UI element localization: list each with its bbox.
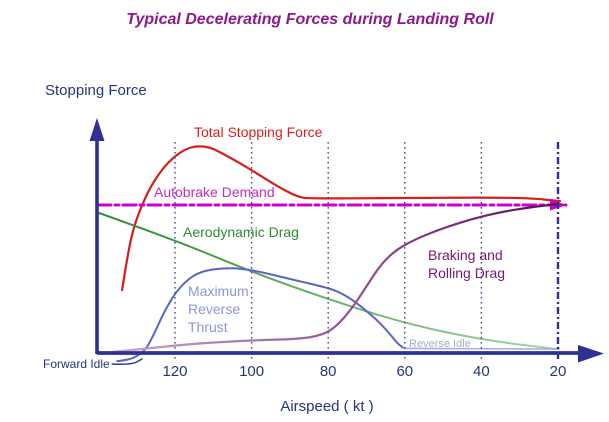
x-axis-title: Airspeed ( kt ): [280, 398, 373, 415]
chart-layer: 120 100 80 60 40 20: [96, 142, 568, 380]
x-axis-arrow-icon: [578, 345, 604, 363]
label-reverse-idle: Reverse Idle: [409, 338, 471, 350]
series-maximum-reverse-thrust: [116, 267, 404, 363]
y-axis-title: Stopping Force: [45, 82, 147, 99]
series-braking-rolling-drag: [111, 202, 560, 354]
label-max-reverse-thrust-line1: Maximum: [188, 283, 249, 299]
label-forward-idle: Forward Idle: [43, 357, 110, 371]
x-tick-120: 120: [162, 363, 187, 380]
label-max-reverse-thrust-line3: Thrust: [188, 319, 228, 335]
label-autobrake-demand: Autobrake Demand: [154, 184, 275, 200]
x-tick-80: 80: [320, 363, 337, 380]
label-aerodynamic-drag: Aerodynamic Drag: [183, 224, 299, 240]
series-total-stopping-force: [121, 145, 561, 292]
x-tick-60: 60: [396, 363, 413, 380]
label-max-reverse-thrust-line2: Reverse: [188, 301, 240, 317]
page-title: Typical Decelerating Forces during Landi…: [126, 11, 494, 28]
series-reverse-idle: [402, 347, 560, 350]
label-total-stopping-force: Total Stopping Force: [194, 124, 323, 140]
series-forward-idle-leader: [111, 358, 143, 365]
x-tick-100: 100: [239, 363, 264, 380]
x-tick-20: 20: [550, 363, 567, 380]
x-tick-40: 40: [473, 363, 490, 380]
series-aerodynamic-drag: [98, 212, 559, 351]
y-axis-arrow-icon: [89, 118, 105, 141]
label-braking-rolling-line2: Rolling Drag: [428, 265, 505, 281]
label-braking-rolling-line1: Braking and: [428, 247, 503, 263]
